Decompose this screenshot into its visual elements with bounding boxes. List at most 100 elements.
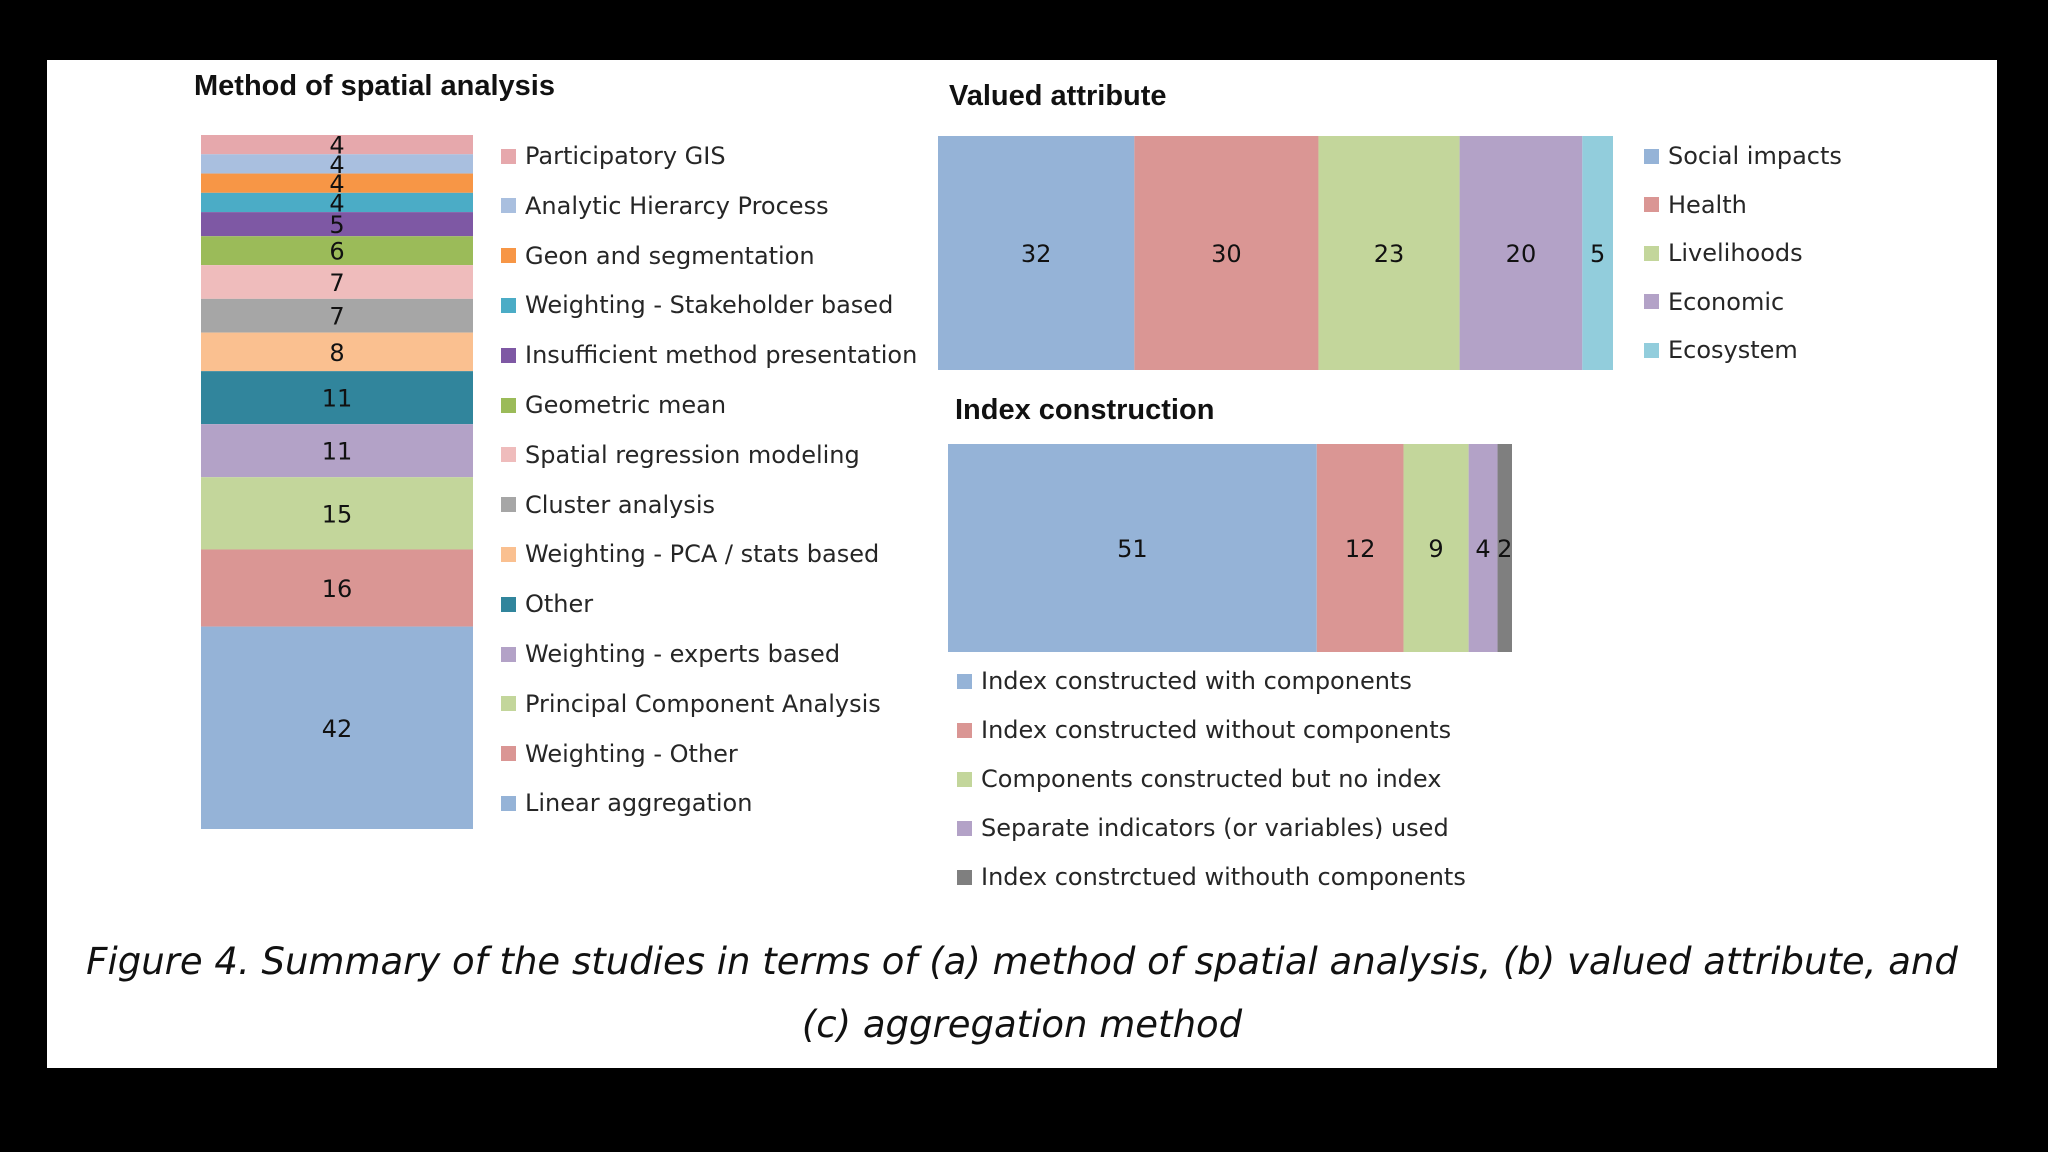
data-label-insufficient-method-presentation: 5 [329,211,344,239]
legend-label: Geometric mean [525,391,727,419]
data-label-health: 30 [1211,240,1242,268]
legend-swatch [501,696,516,712]
data-label-social-impacts: 32 [1021,240,1052,268]
figure-panel: Method of spatial analysis 4 4 4 4 5 6 7 7 8 11 11… [47,60,1997,1068]
legend-item-cluster-analysis: Cluster analysis [501,490,715,520]
legend-label: Index constructed with components [981,667,1412,695]
legend-item-analytic-hierarcy-process: Analytic Hierarcy Process [501,191,829,221]
legend-swatch [957,820,972,836]
bar-segment-other [201,371,473,425]
legend-swatch [501,546,516,562]
legend-swatch [957,722,972,738]
legend-label: Other [525,590,594,619]
data-label-linear-aggregation: 42 [322,715,353,743]
data-label-weighting-stakeholder-based: 4 [329,189,344,217]
chart-a-title: Method of spatial analysis [194,70,555,102]
data-label-cluster-analysis: 7 [329,303,344,331]
legend-label: Insufficient method presentation [525,341,918,370]
legend-item-linear-aggregation: Linear aggregation [501,788,752,818]
bar-segment-analytic-hierarcy-process [201,154,473,174]
legend-label: Ecosystem [1668,336,1798,364]
bar-segment-linear-aggregation [201,626,473,829]
legend-label: Principal Component Analysis [525,689,881,718]
data-label-components-constructed-but-no-index: 9 [1428,535,1443,563]
data-label-analytic-hierarcy-process: 4 [329,151,344,179]
legend-item-weighting-pca-stats-based: Weighting - PCA / stats based [501,539,879,569]
bar-segment-index-constructed-with-components [948,444,1317,652]
legend-swatch [501,148,516,164]
bar-segment-participatory-gis [201,135,473,155]
data-label-spatial-regression-modeling: 7 [329,269,344,297]
bar-segment-index-constructed-without-components [1316,444,1404,652]
legend-swatch [501,248,516,264]
legend-item-weighting-other: Weighting - Other [501,739,738,769]
legend-swatch [501,397,516,413]
legend-swatch [1644,342,1659,358]
legend-label: Economic [1668,287,1785,316]
legend-swatch [501,447,516,463]
legend-label: Index constrctued withouth components [981,863,1466,891]
bar-segment-health [1134,136,1319,370]
data-label-separate-indicators-or-variables-used: 4 [1475,535,1490,563]
figure-caption-line-1: Figure 4. Summary of the studies in term… [86,940,1958,983]
legend-item-spatial-regression-modeling: Spatial regression modeling [501,440,860,470]
data-label-livelihoods: 23 [1374,240,1405,268]
legend-swatch [501,596,516,612]
legend-label: Weighting - PCA / stats based [525,540,880,569]
legend-label: Health [1668,190,1747,219]
legend-swatch [501,746,516,762]
data-label-weighting-pca-stats-based: 8 [329,339,344,367]
data-label-principal-component-analysis: 15 [322,500,353,528]
data-label-economic: 20 [1506,240,1537,268]
legend-label: Participatory GIS [525,142,726,170]
legend-item-index-constructed-without-components: Index constructed without components [957,715,1451,745]
legend-label: Weighting - Stakeholder based [525,291,894,320]
bar-segment-principal-component-analysis [201,477,473,550]
legend-swatch [957,771,972,787]
data-label-geometric-mean: 6 [329,238,344,266]
legend-item-other: Other [501,589,593,619]
legend-label: Components constructed but no index [981,765,1442,793]
legend-swatch [1644,197,1659,212]
bar-segment-ecosystem [1582,136,1613,370]
legend-item-components-constructed-but-no-index: Components constructed but no index [957,764,1441,794]
bar-segment-weighting-experts-based [201,424,473,478]
legend-swatch [501,347,516,363]
legend-item-health: Health [1644,190,1747,220]
chart-b-title: Valued attribute [949,80,1167,112]
legend-item-index-constrctued-withouth-components: Index constrctued withouth components [957,862,1466,892]
data-label-other: 11 [322,385,353,413]
legend-item-separate-indicators-or-variables-used: Separate indicators (or variables) used [957,813,1449,843]
legend-item-insufficient-method-presentation: Insufficient method presentation [501,340,917,370]
chart-b-stacked-bar: 32 30 23 20 5 [938,136,1613,370]
legend-label: Linear aggregation [525,789,753,818]
legend-swatch [957,673,972,689]
bar-segment-social-impacts [938,136,1135,370]
legend-item-geometric-mean: Geometric mean [501,390,726,420]
chart-c-title: Index construction [955,394,1215,426]
legend-item-index-constructed-with-components: Index constructed with components [957,666,1412,696]
legend-swatch [1644,245,1659,261]
legend-swatch [501,198,516,214]
legend-label: Weighting - experts based [525,640,841,668]
legend-item-geon-and-segmentation: Geon and segmentation [501,241,815,271]
legend-label: Cluster analysis [525,490,715,519]
legend-label: Separate indicators (or variables) used [981,814,1449,842]
data-label-index-constructed-without-components: 12 [1345,535,1376,563]
data-label-index-constructed-with-components: 51 [1117,535,1148,563]
legend-item-economic: Economic [1644,287,1784,317]
legend-item-participatory-gis: Participatory GIS [501,141,726,171]
legend-label: Index constructed without components [981,716,1452,744]
bar-segment-separate-indicators-or-variables-used [1468,444,1498,652]
legend-swatch [1644,294,1659,309]
legend-label: Analytic Hierarcy Process [525,191,829,220]
legend-item-ecosystem: Ecosystem [1644,335,1798,365]
legend-swatch [501,646,516,662]
legend-label: Livelihoods [1668,239,1803,267]
legend-swatch [957,869,972,885]
data-label-geon-and-segmentation: 4 [329,170,344,198]
legend-label: Social impacts [1668,142,1842,170]
legend-label: Weighting - Other [525,739,738,768]
bar-segment-weighting-pca-stats-based [201,332,473,372]
